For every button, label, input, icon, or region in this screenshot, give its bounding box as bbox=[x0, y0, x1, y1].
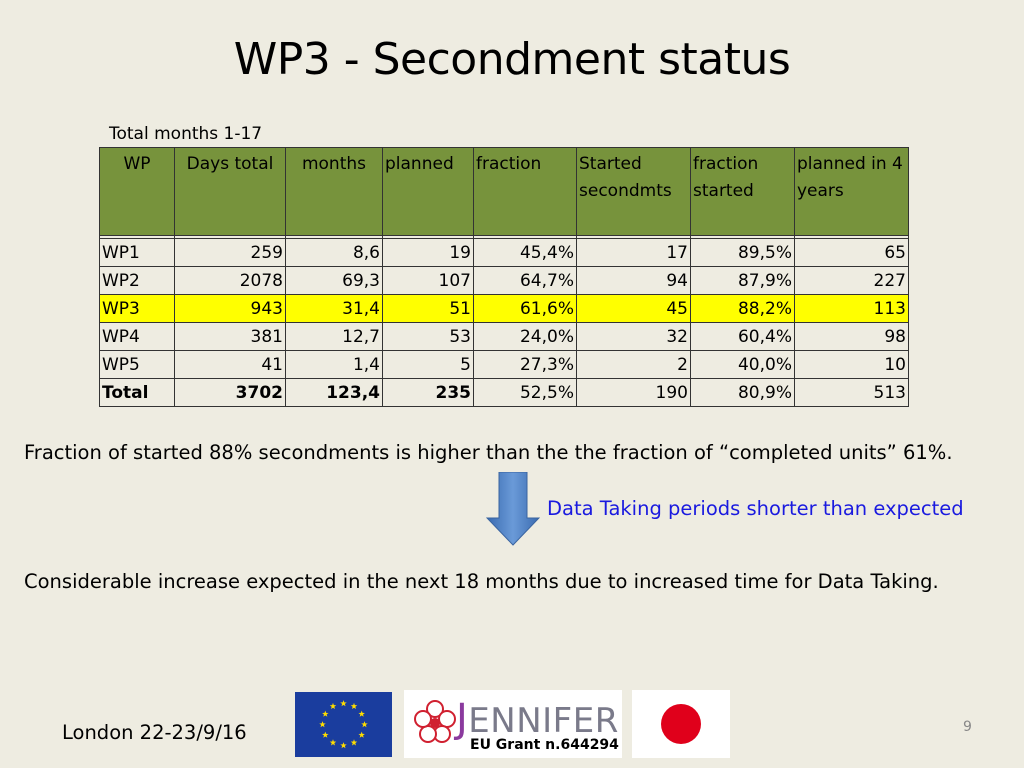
cell-wp: WP5 bbox=[99, 350, 175, 379]
cell-wp: WP1 bbox=[99, 238, 175, 267]
cell-days-total: 259 bbox=[174, 238, 286, 267]
eu-star-icon bbox=[322, 731, 329, 738]
table-row: WP2 2078 69,3 107 64,7% 94 87,9% 227 bbox=[99, 266, 909, 295]
table-caption: Total months 1-17 bbox=[109, 124, 263, 144]
eu-star-icon bbox=[319, 721, 326, 728]
cell-days-total: 943 bbox=[174, 294, 286, 323]
cell-fraction: 61,6% bbox=[473, 294, 577, 323]
eu-star-icon bbox=[358, 731, 365, 738]
cell-fraction: 27,3% bbox=[473, 350, 577, 379]
cell-planned-4-years: 65 bbox=[794, 238, 909, 267]
cell-wp: WP2 bbox=[99, 266, 175, 295]
cell-fraction-started: 89,5% bbox=[690, 238, 795, 267]
increase-note: Considerable increase expected in the ne… bbox=[24, 570, 939, 593]
eu-star-icon bbox=[329, 702, 337, 710]
cell-planned-4-years: 113 bbox=[794, 294, 909, 323]
cell-planned: 5 bbox=[382, 350, 474, 379]
down-arrow-icon bbox=[486, 472, 540, 546]
table-header-row: WP Days total months planned fraction St… bbox=[99, 147, 909, 236]
cell-days-total: 41 bbox=[174, 350, 286, 379]
cell-fraction-started: 87,9% bbox=[690, 266, 795, 295]
cell-wp: WP4 bbox=[99, 322, 175, 351]
cell-fraction: 24,0% bbox=[473, 322, 577, 351]
table-row: WP1 259 8,6 19 45,4% 17 89,5% 65 bbox=[99, 238, 909, 267]
cell-months: 31,4 bbox=[285, 294, 383, 323]
cell-planned: 107 bbox=[382, 266, 474, 295]
cell-planned: 53 bbox=[382, 322, 474, 351]
eu-flag-icon bbox=[295, 692, 392, 757]
cell-months: 8,6 bbox=[285, 238, 383, 267]
table-row: WP4 381 12,7 53 24,0% 32 60,4% 98 bbox=[99, 322, 909, 351]
cell-started: 190 bbox=[576, 378, 691, 407]
eu-star-icon bbox=[322, 710, 329, 717]
footer-location-date: London 22-23/9/16 bbox=[62, 721, 247, 744]
cell-planned-4-years: 513 bbox=[794, 378, 909, 407]
col-header-planned-4-years: planned in 4 years bbox=[794, 147, 909, 236]
cell-wp: Total bbox=[99, 378, 175, 407]
cell-fraction-started: 88,2% bbox=[690, 294, 795, 323]
col-header-planned: planned bbox=[382, 147, 474, 236]
cell-started: 32 bbox=[576, 322, 691, 351]
cell-planned-4-years: 98 bbox=[794, 322, 909, 351]
fraction-note: Fraction of started 88% secondments is h… bbox=[24, 441, 953, 464]
eu-star-icon bbox=[361, 721, 368, 728]
cell-started: 94 bbox=[576, 266, 691, 295]
cell-planned: 235 bbox=[382, 378, 474, 407]
col-header-months: months bbox=[285, 147, 383, 236]
cell-planned: 51 bbox=[382, 294, 474, 323]
japan-flag-icon bbox=[632, 690, 730, 758]
slide-title: WP3 - Secondment status bbox=[233, 34, 791, 85]
secondment-table: WP Days total months planned fraction St… bbox=[99, 147, 909, 407]
jennifer-logo-text: JENNIFER bbox=[456, 696, 619, 742]
cell-days-total: 2078 bbox=[174, 266, 286, 295]
eu-star-icon bbox=[358, 710, 365, 717]
cell-months: 12,7 bbox=[285, 322, 383, 351]
cell-fraction-started: 60,4% bbox=[690, 322, 795, 351]
table-row: WP5 41 1,4 5 27,3% 2 40,0% 10 bbox=[99, 350, 909, 379]
cell-fraction: 64,7% bbox=[473, 266, 577, 295]
table-row-total: Total 3702 123,4 235 52,5% 190 80,9% 513 bbox=[99, 378, 909, 407]
eu-star-icon bbox=[350, 702, 358, 710]
cell-days-total: 381 bbox=[174, 322, 286, 351]
cell-started: 17 bbox=[576, 238, 691, 267]
col-header-fraction: fraction bbox=[473, 147, 577, 236]
grant-number: EU Grant n.644294 bbox=[470, 737, 619, 753]
cell-months: 1,4 bbox=[285, 350, 383, 379]
col-header-fraction-started: fraction started bbox=[690, 147, 795, 236]
table-row-highlighted: WP3 943 31,4 51 61,6% 45 88,2% 113 bbox=[99, 294, 909, 323]
cherry-blossom-icon bbox=[414, 700, 456, 743]
eu-star-icon bbox=[350, 739, 358, 746]
cell-fraction: 52,5% bbox=[473, 378, 577, 407]
cell-months: 123,4 bbox=[285, 378, 383, 407]
col-header-wp: WP bbox=[99, 147, 175, 236]
eu-star-icon bbox=[329, 739, 337, 746]
jennifer-logo: JENNIFER EU Grant n.644294 bbox=[404, 690, 622, 758]
cell-planned: 19 bbox=[382, 238, 474, 267]
col-header-days-total: Days total bbox=[174, 147, 286, 236]
data-taking-note: Data Taking periods shorter than expecte… bbox=[547, 497, 964, 520]
col-header-started-secondmts: Started secondmts bbox=[576, 147, 691, 236]
cell-planned-4-years: 227 bbox=[794, 266, 909, 295]
eu-star-icon bbox=[340, 742, 347, 749]
cell-wp: WP3 bbox=[99, 294, 175, 323]
cell-days-total: 3702 bbox=[174, 378, 286, 407]
page-number: 9 bbox=[963, 719, 972, 735]
cell-fraction-started: 40,0% bbox=[690, 350, 795, 379]
cell-started: 2 bbox=[576, 350, 691, 379]
cell-started: 45 bbox=[576, 294, 691, 323]
cell-fraction: 45,4% bbox=[473, 238, 577, 267]
cell-planned-4-years: 10 bbox=[794, 350, 909, 379]
cell-fraction-started: 80,9% bbox=[690, 378, 795, 407]
eu-star-icon bbox=[340, 700, 347, 707]
cell-months: 69,3 bbox=[285, 266, 383, 295]
